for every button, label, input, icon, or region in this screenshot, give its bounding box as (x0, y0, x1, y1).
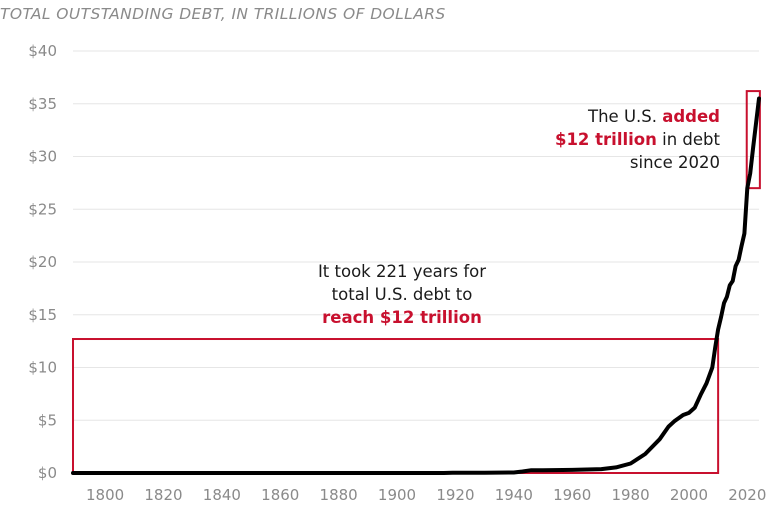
right-annotation-line-3: since 2020 (630, 153, 720, 172)
right-annotation-amount: $12 trillion (555, 130, 657, 149)
right-annotation-line-1: The U.S. added (587, 107, 720, 126)
y-tick-label: $10 (28, 359, 57, 377)
y-tick-label: $35 (28, 95, 57, 113)
right-annotation-added: added (662, 107, 720, 126)
highlight-box-221-years (72, 338, 720, 475)
right-annotation-plain-2: in debt (657, 130, 721, 149)
highlight-box-since-2020 (745, 90, 761, 190)
y-tick-label: $30 (28, 148, 57, 166)
series-layer (71, 96, 761, 475)
x-tick-label: 1960 (553, 486, 591, 504)
y-tick-label: $15 (28, 306, 57, 324)
series-line-total-debt (71, 96, 761, 475)
right-annotation-line-2: $12 trillion in debt (555, 130, 721, 149)
left-annotation-line-1: It took 221 years for (318, 262, 486, 281)
y-axis-ticks: $0 $5 $10 $15 $20 $25 $30 $35 $40 (28, 42, 57, 482)
y-tick-label: $25 (28, 200, 57, 218)
right-annotation-plain-1: The U.S. (587, 107, 662, 126)
y-tick-label: $5 (38, 411, 57, 429)
x-tick-label: 2000 (670, 486, 708, 504)
x-tick-label: 2020 (728, 486, 766, 504)
x-axis-ticks: 1800 1820 1840 1860 1880 1900 1920 1940 1960 1980… (86, 486, 766, 504)
y-tick-label: $40 (28, 42, 57, 60)
y-tick-label: $20 (28, 253, 57, 271)
x-tick-label: 1880 (320, 486, 358, 504)
x-tick-label: 1900 (378, 486, 416, 504)
left-annotation-highlight: reach $12 trillion (322, 308, 482, 327)
gridlines (73, 50, 759, 421)
y-tick-label: $0 (38, 464, 57, 482)
x-tick-label: 1940 (495, 486, 533, 504)
x-tick-label: 1980 (611, 486, 649, 504)
x-tick-label: 1820 (144, 486, 182, 504)
left-annotation-line-2: total U.S. debt to (332, 285, 473, 304)
x-tick-label: 1800 (86, 486, 124, 504)
x-tick-label: 1840 (203, 486, 241, 504)
chart-subtitle: TOTAL OUTSTANDING DEBT, IN TRILLIONS OF … (0, 5, 446, 23)
x-tick-label: 1920 (436, 486, 474, 504)
x-tick-label: 1860 (261, 486, 299, 504)
